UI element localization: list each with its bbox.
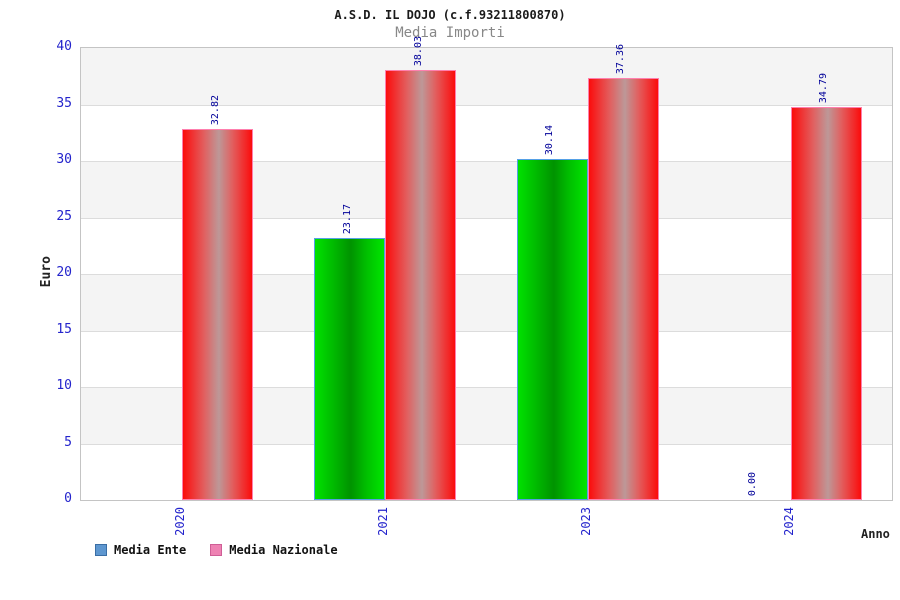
- legend-label-media-nazionale: Media Nazionale: [229, 543, 338, 557]
- gridline: [81, 443, 892, 445]
- y-tick-label: 15: [56, 321, 72, 337]
- legend-swatch-media-ente-icon: [95, 544, 107, 556]
- plot-area: [80, 47, 893, 501]
- x-tick-label: 2021: [376, 507, 391, 536]
- background-band: [81, 48, 892, 105]
- legend: Media Ente Media Nazionale: [95, 543, 338, 557]
- gridline: [81, 330, 892, 332]
- bar-media-nazionale-2021: [385, 70, 457, 500]
- y-tick-label: 10: [56, 378, 72, 393]
- chart-subtitle: Media Importi: [395, 25, 505, 41]
- gridline: [81, 274, 892, 275]
- legend-item-media-ente: Media Ente: [95, 543, 186, 557]
- x-tick-label: 2023: [578, 507, 593, 536]
- legend-label-media-ente: Media Ente: [114, 543, 187, 557]
- value-label-media-nazionale-2020: 32.82: [209, 95, 221, 126]
- y-tick-label: 20: [56, 265, 72, 280]
- x-tick-label: 2024: [781, 507, 796, 536]
- value-label-media-ente-2024: 0.00: [747, 471, 759, 496]
- gridline: [81, 387, 892, 388]
- legend-swatch-media-nazionale-icon: [210, 544, 223, 556]
- value-label-media-nazionale-2021: 38.03: [412, 36, 424, 67]
- bar-media-nazionale-2023: [587, 77, 659, 500]
- y-tick-label: 40: [56, 39, 72, 54]
- x-tick-label: 2020: [173, 507, 188, 536]
- y-tick-label: 5: [64, 434, 72, 450]
- value-label-media-nazionale-2023: 37.36: [615, 43, 627, 74]
- y-tick-label: 0: [64, 491, 72, 506]
- y-tick-label: 30: [56, 152, 72, 167]
- value-label-media-nazionale-2024: 34.79: [818, 72, 830, 103]
- bar-media-ente-2023: [516, 159, 588, 500]
- gridline: [81, 161, 892, 162]
- gridline: [81, 104, 892, 106]
- page-title: A.S.D. IL DOJO (c.f.93211800870): [334, 8, 566, 22]
- y-tick-label: 35: [56, 95, 72, 111]
- legend-item-media-nazionale: Media Nazionale: [210, 543, 338, 557]
- value-label-media-ente-2021: 23.17: [341, 204, 353, 235]
- bar-media-nazionale-2020: [182, 129, 254, 500]
- bar-media-ente-2021: [314, 238, 386, 500]
- value-label-media-ente-2023: 30.14: [544, 125, 556, 156]
- y-tick-label: 25: [56, 208, 72, 224]
- gridline: [81, 217, 892, 219]
- bar-media-nazionale-2024: [790, 106, 862, 500]
- x-axis-title: Anno: [861, 527, 890, 541]
